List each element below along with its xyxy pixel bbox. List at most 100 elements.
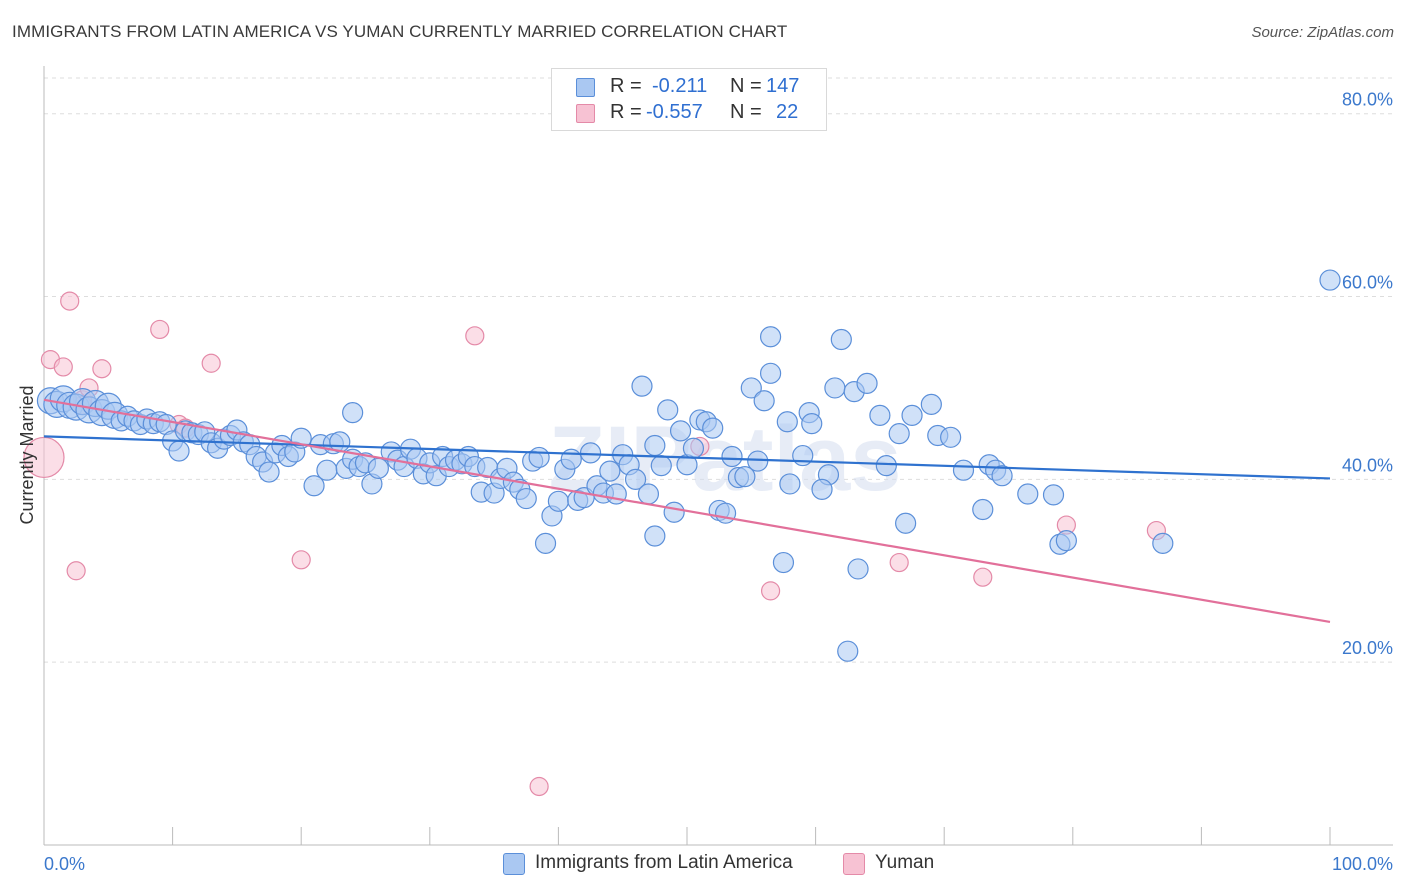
gridlines bbox=[44, 77, 1393, 663]
latin-america-point bbox=[792, 444, 814, 467]
latin-america-point bbox=[702, 417, 724, 439]
latin-america-point bbox=[644, 434, 666, 457]
latin-america-point bbox=[1042, 484, 1065, 506]
latin-america-point bbox=[547, 490, 570, 512]
y-tick-label: 40.0% bbox=[1342, 455, 1393, 475]
yuman-point bbox=[66, 561, 86, 581]
latin-america-point bbox=[714, 502, 737, 524]
latin-america-point bbox=[1055, 529, 1077, 552]
y-tick-label: 60.0% bbox=[1342, 273, 1393, 293]
legend-swatch-pink bbox=[576, 104, 595, 123]
latin-america-point bbox=[830, 328, 852, 351]
latin-america-point bbox=[624, 468, 647, 490]
latin-america-point bbox=[824, 377, 846, 399]
latin-america-point bbox=[776, 411, 798, 433]
latin-america-point bbox=[669, 420, 692, 442]
latin-america-point bbox=[663, 501, 685, 523]
latin-america-point bbox=[740, 377, 762, 399]
latin-america-point bbox=[534, 532, 557, 554]
latin-america-point bbox=[759, 326, 782, 348]
latin-america-point bbox=[869, 404, 891, 426]
yuman-points bbox=[23, 291, 1166, 797]
x-tick-label: 100.0% bbox=[1332, 854, 1393, 874]
latin-america-point bbox=[952, 459, 975, 481]
latin-america-trend-line bbox=[43, 435, 1331, 480]
series-legend: Immigrants from Latin America Yuman bbox=[0, 852, 1406, 878]
yuman-point bbox=[465, 326, 485, 346]
latin-america-point bbox=[847, 558, 869, 580]
y-tick-label: 20.0% bbox=[1342, 638, 1393, 658]
legend-n-value: 22 bbox=[776, 101, 799, 123]
yuman-point bbox=[53, 357, 73, 377]
latin-america-point bbox=[367, 457, 389, 479]
legend-r-value: -0.557 bbox=[646, 101, 703, 123]
latin-america-point bbox=[920, 393, 942, 415]
latin-america-point bbox=[316, 459, 338, 481]
latin-america-point bbox=[644, 525, 666, 547]
latin-america-point bbox=[856, 372, 878, 394]
latin-america-point bbox=[560, 448, 582, 470]
latin-america-point bbox=[837, 640, 859, 662]
chart-title: IMMIGRANTS FROM LATIN AMERICA VS YUMAN C… bbox=[12, 22, 788, 41]
latin-america-point bbox=[515, 487, 537, 510]
latin-america-point bbox=[753, 390, 775, 412]
legend-r-label: R = bbox=[610, 101, 642, 123]
y-axis-label: Currently Married bbox=[17, 385, 37, 524]
yuman-point bbox=[201, 353, 221, 373]
yuman-point bbox=[760, 581, 781, 601]
latin-america-point bbox=[895, 512, 917, 534]
latin-america-point bbox=[1017, 483, 1039, 505]
latin-america-point bbox=[579, 442, 602, 464]
latin-america-point bbox=[637, 483, 660, 505]
yuman-trend-line bbox=[43, 398, 1331, 624]
latin-america-point bbox=[303, 475, 325, 497]
latin-america-point bbox=[631, 375, 653, 397]
latin-america-point bbox=[801, 412, 823, 435]
yuman-point bbox=[60, 291, 80, 311]
yuman-point bbox=[150, 319, 170, 340]
latin-america-point bbox=[528, 446, 550, 469]
legend-n-label: N = bbox=[730, 101, 762, 123]
latin-america-point bbox=[991, 465, 1013, 487]
y-tick-label: 80.0% bbox=[1342, 90, 1393, 110]
yuman-point bbox=[92, 359, 112, 379]
latin-america-point bbox=[759, 362, 782, 384]
legend-r-value: -0.211 bbox=[652, 75, 708, 97]
latin-america-point bbox=[1152, 532, 1174, 554]
yuman-point bbox=[291, 550, 311, 570]
legend-swatch-blue bbox=[503, 853, 525, 875]
legend-swatch-blue bbox=[576, 78, 595, 97]
latin-america-point bbox=[682, 437, 705, 459]
latin-america-point bbox=[1319, 269, 1341, 291]
latin-america-point bbox=[875, 455, 897, 477]
latin-america-point bbox=[599, 460, 621, 482]
legend-r-label: R = bbox=[610, 75, 642, 97]
yuman-point bbox=[973, 567, 993, 587]
latin-america-point bbox=[657, 399, 679, 421]
tick-labels: 20.0% 40.0% 60.0% 80.0% 0.0% 100.0% bbox=[44, 90, 1393, 874]
latin-america-point bbox=[901, 404, 923, 426]
latin-america-point bbox=[342, 402, 364, 424]
latin-america-points bbox=[36, 269, 1341, 662]
stats-legend: R = -0.211 N = 147 R = -0.557 N = 22 bbox=[551, 68, 827, 131]
legend-swatch-pink bbox=[843, 853, 865, 875]
latin-america-point bbox=[258, 461, 280, 483]
latin-america-point bbox=[940, 426, 962, 448]
latin-america-point bbox=[779, 473, 801, 495]
legend-n-value: 147 bbox=[766, 75, 800, 97]
latin-america-point bbox=[721, 445, 743, 468]
latin-america-point bbox=[734, 466, 756, 488]
legend-n-label: N = bbox=[730, 75, 762, 97]
latin-america-point bbox=[972, 498, 994, 521]
source-label: Source: ZipAtlas.com bbox=[1251, 24, 1394, 41]
latin-america-point bbox=[650, 455, 672, 477]
yuman-point bbox=[529, 776, 549, 797]
yuman-point bbox=[889, 552, 909, 573]
legend-item-label: Yuman bbox=[875, 852, 935, 873]
legend-item-label: Immigrants from Latin America bbox=[535, 852, 793, 873]
latin-america-point bbox=[772, 551, 795, 574]
latin-america-point bbox=[747, 450, 769, 472]
x-tick-label: 0.0% bbox=[44, 854, 85, 874]
trend-lines bbox=[43, 398, 1331, 624]
